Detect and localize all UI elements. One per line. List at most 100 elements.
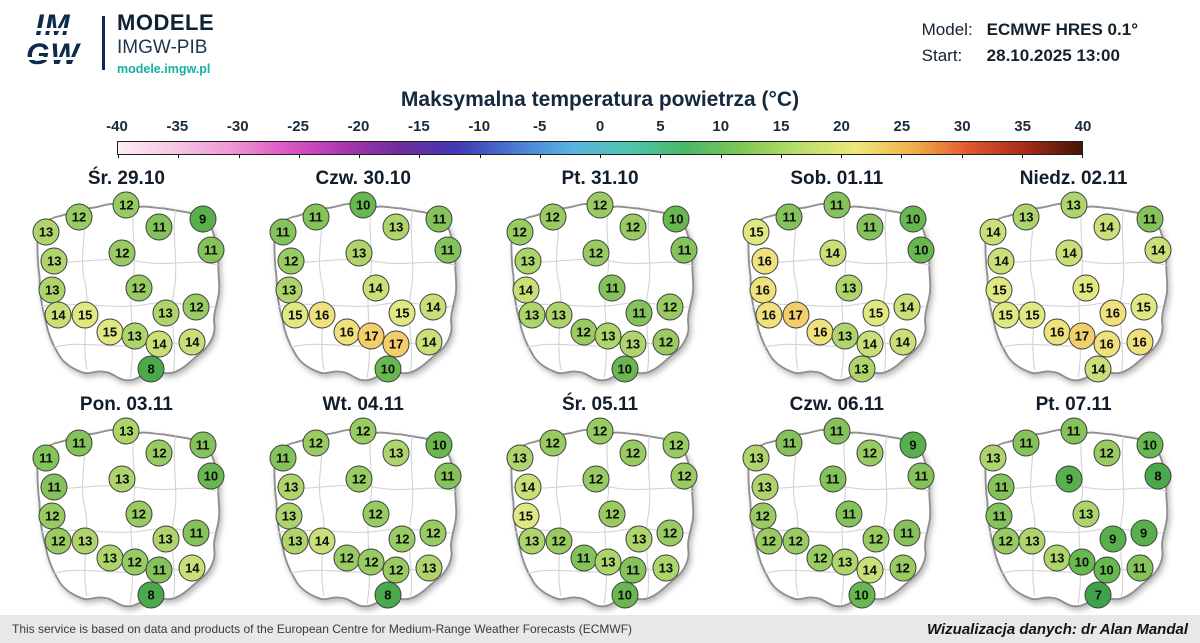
temp-marker: 10 xyxy=(425,431,453,459)
temp-marker: 14 xyxy=(1084,355,1112,383)
temp-marker: 13 xyxy=(277,473,305,501)
temp-marker: 15 xyxy=(1072,274,1100,302)
temp-marker: 11 xyxy=(1060,417,1088,445)
temp-marker: 9 xyxy=(1130,519,1158,547)
temp-marker: 12 xyxy=(582,465,610,493)
temp-marker: 10 xyxy=(848,581,875,609)
colorbar-gradient xyxy=(117,141,1083,158)
temp-marker: 12 xyxy=(656,519,684,547)
temp-marker: 12 xyxy=(652,328,680,356)
temp-marker: 12 xyxy=(598,500,626,528)
temp-marker: 12 xyxy=(1093,439,1121,467)
temp-marker: 10 xyxy=(374,355,402,383)
temp-marker: 13 xyxy=(594,548,622,576)
temp-marker: 11 xyxy=(625,299,653,327)
temp-marker: 11 xyxy=(65,429,93,457)
forecast-map: Pon. 03.11 11 13 11 11 12 10 11 13 12 12 12 13 13 11 1… xyxy=(10,394,243,612)
map-title: Pon. 03.11 xyxy=(79,394,173,415)
colorbar-tick-label: 40 xyxy=(1074,118,1092,135)
forecast-map: Czw. 06.11 11 11 9 13 12 11 13 11 12 11 12 12 12 11 12… xyxy=(720,394,953,612)
temp-marker: 15 xyxy=(992,301,1020,329)
map-title: Czw. 30.10 xyxy=(315,168,411,189)
temp-marker: 12 xyxy=(357,548,385,576)
temp-marker: 16 xyxy=(308,301,336,329)
temp-marker: 11 xyxy=(434,236,462,264)
temp-marker: 12 xyxy=(755,527,783,555)
temp-marker: 11 xyxy=(189,431,217,459)
temp-marker: 9 xyxy=(1099,525,1127,553)
map-box: 11 11 9 13 12 11 13 11 12 11 12 12 12 11 12 13 14 12 10 xyxy=(734,417,940,610)
temp-marker: 16 xyxy=(806,318,834,346)
colorbar-tick xyxy=(720,154,722,158)
temp-marker: 14 xyxy=(856,556,884,584)
brand-name: MODELE xyxy=(117,10,215,35)
logo-mark-top: IM xyxy=(35,9,71,42)
page-title: Maksymalna temperatura powietrza (°C) xyxy=(400,88,800,111)
temp-marker: 12 xyxy=(302,429,330,457)
temp-marker: 13 xyxy=(518,527,546,555)
model-value: ECMWF HRES 0.1° xyxy=(986,20,1138,39)
temp-marker: 13 xyxy=(108,465,136,493)
temp-marker: 9 xyxy=(899,431,927,459)
temp-marker: 12 xyxy=(333,544,361,572)
temp-marker: 12 xyxy=(545,527,573,555)
map-box: 12 12 12 13 12 12 14 12 15 12 13 12 13 12 11 13 11 13 10 xyxy=(497,417,703,610)
temp-marker: 12 xyxy=(506,218,534,246)
temp-marker: 13 xyxy=(121,322,149,350)
temp-marker: 12 xyxy=(125,500,153,528)
temp-marker: 14 xyxy=(1144,236,1172,264)
temp-marker: 13 xyxy=(742,444,770,472)
colorbar-tick xyxy=(178,154,180,158)
temp-marker: 13 xyxy=(1012,203,1040,231)
footer-bar: This service is based on data and produc… xyxy=(0,615,1200,643)
temp-marker: 13 xyxy=(96,544,124,572)
temp-marker: 12 xyxy=(182,293,210,321)
temp-marker: 10 xyxy=(611,355,639,383)
temp-marker: 11 xyxy=(302,203,330,231)
map-title: Pt. 07.11 xyxy=(1035,394,1112,415)
temp-marker: 13 xyxy=(281,527,309,555)
brand-url-link[interactable]: modele.imgw.pl xyxy=(117,62,211,76)
temp-marker: 11 xyxy=(434,462,462,490)
colorbar-tick xyxy=(298,154,300,158)
temp-marker: 11 xyxy=(907,462,935,490)
temp-marker: 11 xyxy=(819,465,847,493)
maps-grid: Śr. 29.10 12 12 9 13 11 11 13 12 13 12 14 15 13 12 15 1… xyxy=(10,168,1190,612)
temp-marker: 12 xyxy=(277,247,305,275)
colorbar-labels: -40 -35 -30 -25 -20 -15 -10 -5 0 5 10 15 20 25 30 35 40 xyxy=(106,118,1091,138)
temp-marker: 12 xyxy=(419,519,447,547)
temp-marker: 12 xyxy=(108,239,136,267)
temp-marker: 15 xyxy=(742,218,770,246)
temp-marker: 11 xyxy=(40,473,68,501)
temp-marker: 13 xyxy=(112,417,140,445)
temp-marker: 13 xyxy=(345,239,373,267)
temp-marker: 12 xyxy=(539,203,567,231)
temp-marker: 12 xyxy=(582,239,610,267)
temp-marker: 14 xyxy=(419,293,447,321)
temp-marker: 14 xyxy=(415,328,443,356)
temp-marker: 14 xyxy=(819,239,847,267)
forecast-map: Śr. 05.11 12 12 12 13 12 12 14 12 15 12 13 12 13 12 11… xyxy=(484,394,717,612)
temp-marker: 11 xyxy=(197,236,225,264)
temp-marker: 13 xyxy=(1043,544,1071,572)
temp-marker: 12 xyxy=(145,439,173,467)
temp-marker: 16 xyxy=(749,276,777,304)
temp-marker: 11 xyxy=(670,236,698,264)
temp-marker: 12 xyxy=(121,548,149,576)
temp-marker: 16 xyxy=(333,318,361,346)
temp-marker: 15 xyxy=(1018,301,1046,329)
temp-marker: 14 xyxy=(1055,239,1083,267)
temp-marker: 13 xyxy=(751,473,779,501)
colorbar-tick xyxy=(419,154,421,158)
footer-credit: Wizualizacja danych: dr Alan Mandal xyxy=(926,620,1188,638)
temp-marker: 10 xyxy=(349,191,377,219)
temperature-colorbar: -40 -35 -30 -25 -20 -15 -10 -5 0 5 10 15 20 25 30 35 40 xyxy=(106,118,1091,158)
temp-marker: 11 xyxy=(269,444,297,472)
temp-marker: 15 xyxy=(512,502,540,530)
temp-marker: 13 xyxy=(275,276,303,304)
temp-marker: 13 xyxy=(979,444,1007,472)
temp-marker: 12 xyxy=(349,417,377,445)
temp-marker: 10 xyxy=(1068,548,1096,576)
temp-marker: 13 xyxy=(1060,191,1088,219)
temp-marker: 11 xyxy=(835,500,863,528)
